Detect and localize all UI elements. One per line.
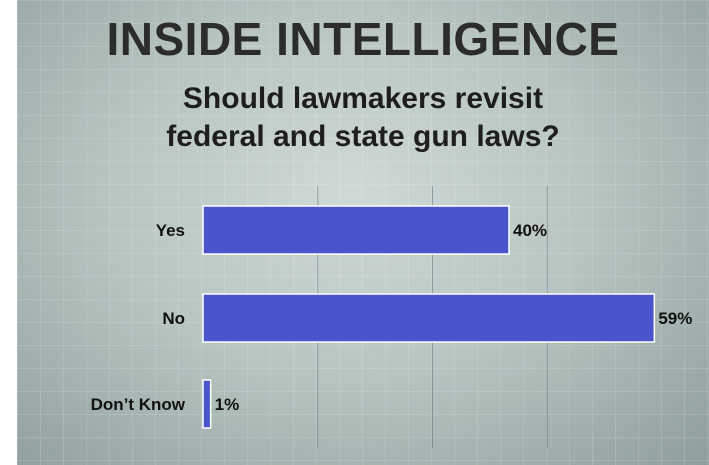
- category-label-yes: Yes: [156, 221, 185, 240]
- question-line-1: Should lawmakers revisit: [182, 82, 544, 115]
- category-label-don-t-know: Don’t Know: [91, 395, 186, 414]
- headline: INSIDE INTELLIGENCE: [106, 13, 620, 65]
- bars: Yes 40% No 59% Don’t Know 1%: [91, 205, 692, 429]
- bar-yes: [202, 205, 510, 255]
- chart-panel: INSIDE INTELLIGENCE Should lawmakers rev…: [17, 0, 709, 465]
- value-label-yes: 40%: [513, 221, 547, 240]
- value-label-don-t-know: 1%: [215, 395, 240, 414]
- question-line-2: federal and state gun laws?: [166, 120, 560, 153]
- category-label-no: No: [162, 309, 185, 328]
- bar-chart: Yes 40% No 59% Don’t Know 1%: [91, 186, 692, 448]
- bar-don-t-know: [202, 379, 212, 429]
- chart-question: Should lawmakers revisit federal and sta…: [17, 80, 709, 156]
- bar-no: [202, 293, 656, 343]
- value-label-no: 59%: [658, 309, 692, 328]
